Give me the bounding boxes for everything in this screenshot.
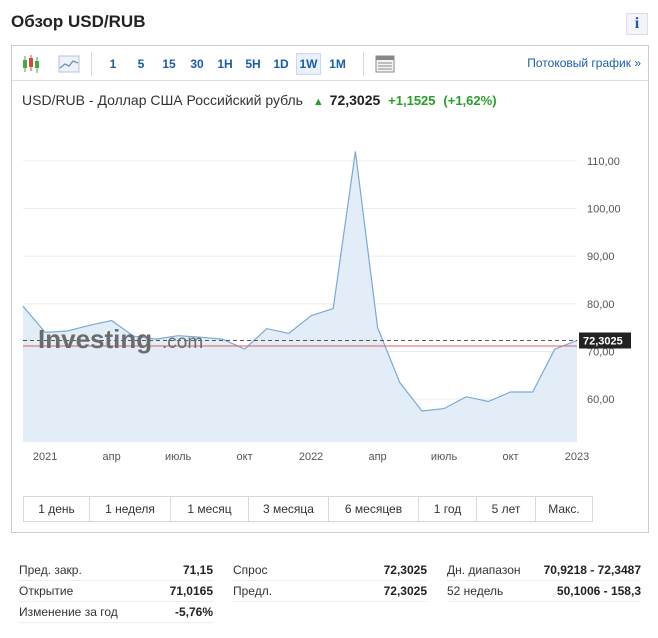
timeframe-1d[interactable]: 1D xyxy=(273,57,289,71)
stat-row: Спрос 72,3025 xyxy=(233,560,427,581)
stats-column-2: Спрос 72,3025 Предл. 72,3025 xyxy=(233,560,427,602)
stat-value: 72,3025 xyxy=(383,584,427,598)
last-price-box xyxy=(579,332,631,349)
stat-label: Предл. xyxy=(233,584,273,598)
x-tick-label: 2021 xyxy=(33,451,57,463)
table-view-icon[interactable] xyxy=(374,53,396,75)
timeframe-15[interactable]: 15 xyxy=(162,57,176,71)
x-tick-label: апр xyxy=(368,451,386,463)
period-3-months[interactable]: 3 месяца xyxy=(249,497,329,521)
last-price: 72,3025 xyxy=(329,92,381,108)
period-max[interactable]: Макс. xyxy=(548,502,580,516)
stat-label: Пред. закр. xyxy=(19,563,82,577)
y-tick-label: 70,00 xyxy=(587,346,615,358)
stat-value: 70,9218 - 72,3487 xyxy=(543,563,641,577)
timeframe-30[interactable]: 30 xyxy=(190,57,204,71)
x-tick-label: 2022 xyxy=(299,451,323,463)
stat-row: Предл. 72,3025 xyxy=(233,581,427,602)
stat-label: 52 недель xyxy=(447,584,504,598)
page-title: Обзор USD/RUB xyxy=(11,12,146,31)
timeframe-1m[interactable]: 1M xyxy=(329,57,346,71)
info-icon: i xyxy=(634,15,640,32)
period-5-years[interactable]: 5 лет xyxy=(477,497,536,521)
stream-chart-link[interactable]: Потоковый график » xyxy=(527,56,641,70)
x-tick-label: окт xyxy=(237,451,253,463)
timeframe-5h[interactable]: 5H xyxy=(245,57,261,71)
period-6-months[interactable]: 6 месяцев xyxy=(329,497,419,521)
stat-label: Дн. диапазон xyxy=(447,563,521,577)
stat-label: Открытие xyxy=(19,584,74,598)
y-tick-label: 110,00 xyxy=(587,156,620,168)
stat-value: 72,3025 xyxy=(383,563,427,577)
period-selector: 1 день 1 неделя 1 месяц 3 месяца 6 месяц… xyxy=(23,496,593,522)
y-tick-label: 100,00 xyxy=(587,204,621,216)
timeframe-1h[interactable]: 1H xyxy=(217,57,233,71)
stat-row: Открытие 71,0165 xyxy=(19,581,213,602)
price-chart[interactable]: 110,00 100,00 90,00 80,00 70,00 60,00 72,3025 2… xyxy=(12,118,648,478)
y-tick-label: 90,00 xyxy=(587,251,615,263)
stats-column-1: Пред. закр. 71,15 Открытие 71,0165 Изменен… xyxy=(19,560,213,623)
y-tick-label: 60,00 xyxy=(587,394,615,406)
price-change: +1,1525 xyxy=(388,93,436,108)
period-1-year[interactable]: 1 год xyxy=(419,497,477,521)
stat-value: 71,0165 xyxy=(169,584,213,598)
period-1-week[interactable]: 1 неделя xyxy=(90,497,171,521)
up-arrow-icon: ▲ xyxy=(312,96,324,108)
stat-value: -5,76% xyxy=(174,605,213,619)
chart-toolbar: 1 5 15 30 1H 5H 1D 1W 1M Потоковый графи… xyxy=(12,46,648,81)
stat-row: Пред. закр. 71,15 xyxy=(19,560,213,581)
quote-header: USD/RUB - Доллар США Российский рубль ▲ … xyxy=(22,92,497,108)
stat-label: Изменение за год xyxy=(19,605,118,619)
area-chart-icon[interactable] xyxy=(58,53,80,75)
investing-watermark: Investing xyxy=(38,324,152,354)
stat-row: Изменение за год -5,76% xyxy=(19,602,213,623)
stats-column-3: Дн. диапазон 70,9218 - 72,3487 52 недель 5… xyxy=(447,560,641,602)
price-line xyxy=(22,151,578,412)
stat-row: Дн. диапазон 70,9218 - 72,3487 xyxy=(447,560,641,581)
stat-label: Спрос xyxy=(233,563,268,577)
x-tick-label: окт xyxy=(502,451,518,463)
instrument-name: USD/RUB - Доллар США Российский рубль xyxy=(22,92,303,108)
period-1-day[interactable]: 1 день xyxy=(24,497,90,521)
period-1-month[interactable]: 1 месяц xyxy=(171,497,249,521)
price-area xyxy=(23,151,577,442)
timeframe-5[interactable]: 5 xyxy=(137,57,145,71)
x-tick-label: июль xyxy=(165,451,192,463)
candlestick-icon[interactable] xyxy=(20,53,42,75)
investing-watermark-suffix: .com xyxy=(162,332,203,353)
last-price-label: 72,3025 xyxy=(583,335,623,347)
info-button[interactable]: i xyxy=(626,13,648,35)
timeframe-1w[interactable]: 1W xyxy=(296,53,321,75)
stat-row: 52 недель 50,1006 - 158,3 xyxy=(447,581,641,602)
stat-value: 50,1006 - 158,3 xyxy=(556,584,641,598)
x-tick-label: 2023 xyxy=(565,451,589,463)
timeframe-1[interactable]: 1 xyxy=(109,57,117,71)
stat-value: 71,15 xyxy=(182,563,213,577)
y-tick-label: 80,00 xyxy=(587,299,615,311)
x-tick-label: июль xyxy=(431,451,458,463)
x-tick-label: апр xyxy=(103,451,121,463)
chart-widget: 1 5 15 30 1H 5H 1D 1W 1M Потоковый графи… xyxy=(11,45,649,533)
price-change-percent: (+1,62%) xyxy=(443,93,497,108)
